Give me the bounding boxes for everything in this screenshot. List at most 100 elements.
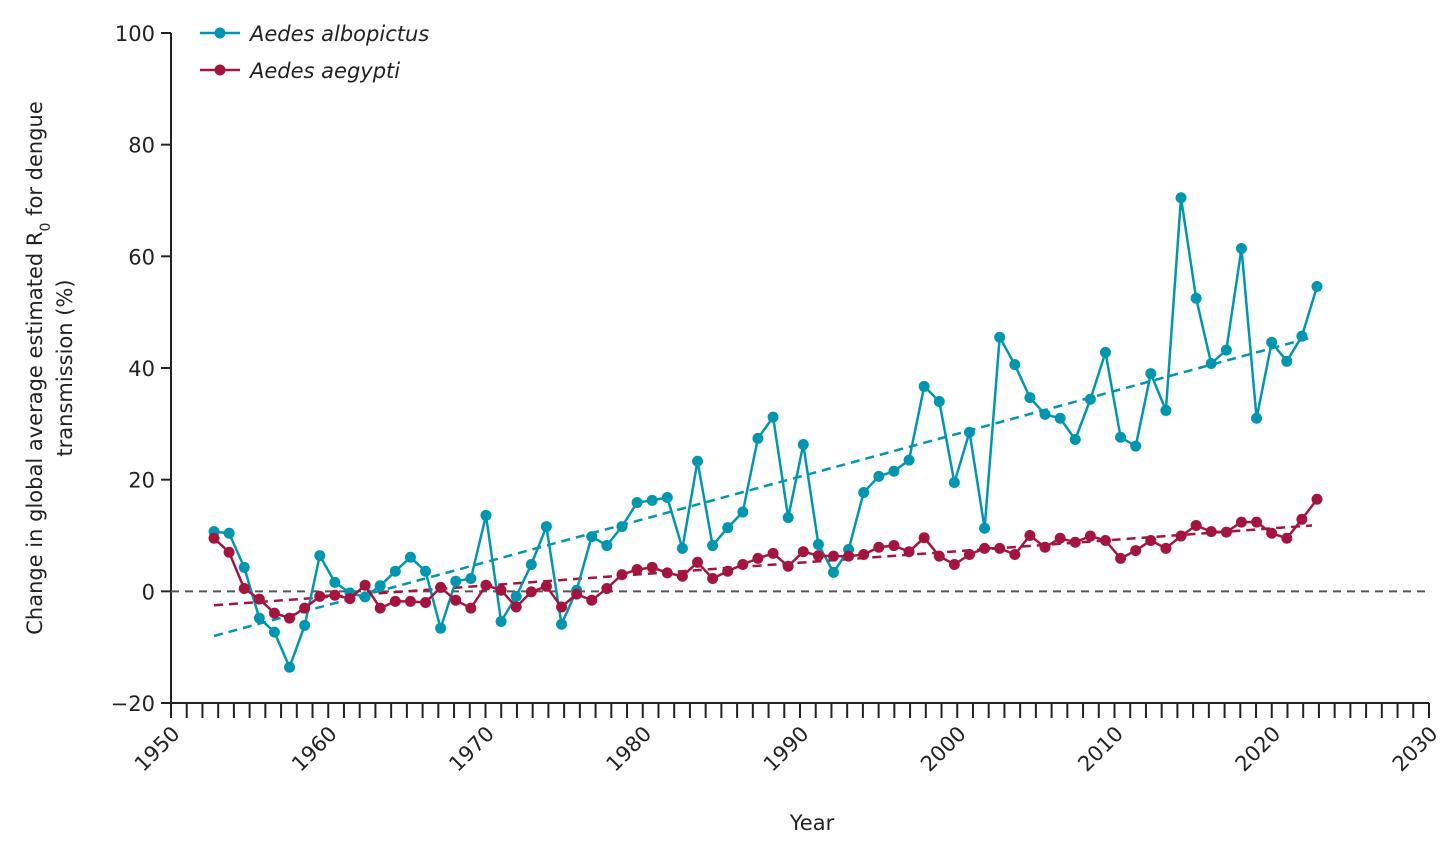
data-point (223, 546, 235, 558)
legend-item-albopictus: Aedes albopictus (200, 22, 429, 46)
data-point (1190, 292, 1202, 304)
data-point (1054, 412, 1066, 424)
data-point (465, 572, 477, 584)
axes: −20 0 20 40 60 80 100 1950 1960 1970 1980 1990 2000 2… (111, 22, 1443, 776)
data-point (1160, 542, 1172, 554)
data-point (1024, 392, 1036, 404)
data-point (556, 601, 568, 613)
data-point (404, 551, 416, 563)
data-point (1296, 330, 1308, 342)
data-point (1266, 527, 1278, 539)
legend-swatch-marker (214, 27, 226, 39)
y-tick-label: 0 (142, 580, 155, 604)
data-point (223, 527, 235, 539)
data-point (646, 561, 658, 573)
data-point (495, 615, 507, 627)
data-point (782, 512, 794, 524)
data-point (1190, 519, 1202, 531)
data-point (314, 550, 326, 562)
data-point (873, 541, 885, 553)
data-point (329, 576, 341, 588)
data-point (1160, 404, 1172, 416)
x-tick-label: 1960 (287, 722, 342, 777)
data-point (374, 580, 386, 592)
data-point (1205, 526, 1217, 538)
data-point (661, 492, 673, 504)
data-point (616, 569, 628, 581)
data-point (1175, 530, 1187, 542)
data-point (1145, 368, 1157, 380)
y-tick-label: 80 (128, 134, 155, 158)
data-point (1024, 530, 1036, 541)
data-point (1311, 280, 1323, 292)
x-tick-label: 2010 (1073, 722, 1128, 777)
data-point (238, 583, 250, 595)
data-point (707, 572, 719, 584)
data-point (435, 581, 447, 593)
data-point (646, 494, 658, 506)
x-tick-label: 1970 (444, 722, 499, 777)
data-point (1175, 192, 1187, 204)
legend-item-aegypti: Aedes aegypti (200, 59, 400, 83)
series-albopictus (208, 192, 1323, 673)
data-point (344, 593, 356, 605)
data-point (948, 476, 960, 488)
data-point (314, 590, 326, 602)
x-axis-title: Year (789, 811, 835, 835)
legend-label: Aedes aegypti (248, 59, 400, 83)
data-point (631, 497, 643, 509)
data-point (812, 538, 824, 550)
data-point (238, 561, 250, 573)
data-point (284, 661, 296, 673)
data-point (933, 550, 945, 562)
data-point (918, 380, 930, 392)
y-axis-title: Change in global average estimated R0 fo… (23, 101, 77, 635)
data-point (540, 521, 552, 533)
x-tick-label: 1990 (759, 722, 814, 777)
data-point (722, 565, 734, 577)
data-point (1251, 412, 1263, 424)
data-point (843, 550, 855, 562)
data-point (963, 426, 975, 438)
data-point (329, 589, 341, 601)
data-point (1069, 433, 1081, 445)
series (208, 192, 1323, 673)
legend-label: Aedes albopictus (248, 22, 429, 46)
data-point (631, 564, 643, 576)
data-point (450, 575, 462, 587)
data-point (374, 602, 386, 614)
data-point (586, 594, 598, 606)
data-point (1130, 545, 1142, 557)
x-tick-label: 2030 (1388, 722, 1443, 777)
data-point (707, 540, 719, 552)
data-point (903, 546, 915, 558)
data-point (1281, 355, 1293, 367)
data-point (767, 547, 779, 559)
data-point (601, 583, 613, 595)
data-point (661, 567, 673, 579)
data-point (994, 331, 1006, 343)
data-point (1084, 530, 1096, 542)
data-point (737, 506, 749, 518)
data-point (601, 540, 613, 552)
data-point (752, 552, 764, 564)
data-point (420, 565, 432, 577)
data-point (616, 521, 628, 533)
data-point (1069, 536, 1081, 548)
data-point (268, 626, 280, 638)
data-point (692, 556, 704, 568)
y-tick-label: 20 (128, 469, 155, 493)
trend-line-aegypti (213, 524, 1313, 607)
data-point (948, 559, 960, 571)
data-point (253, 593, 265, 605)
data-point (1039, 408, 1051, 420)
data-point (752, 432, 764, 444)
data-point (1145, 535, 1157, 547)
x-tick-label: 1950 (130, 722, 185, 777)
data-point (1220, 344, 1232, 356)
data-point (480, 579, 492, 591)
data-point (1266, 336, 1278, 348)
data-point (1039, 541, 1051, 553)
data-point (888, 465, 900, 477)
x-tick-label: 2000 (916, 722, 971, 777)
